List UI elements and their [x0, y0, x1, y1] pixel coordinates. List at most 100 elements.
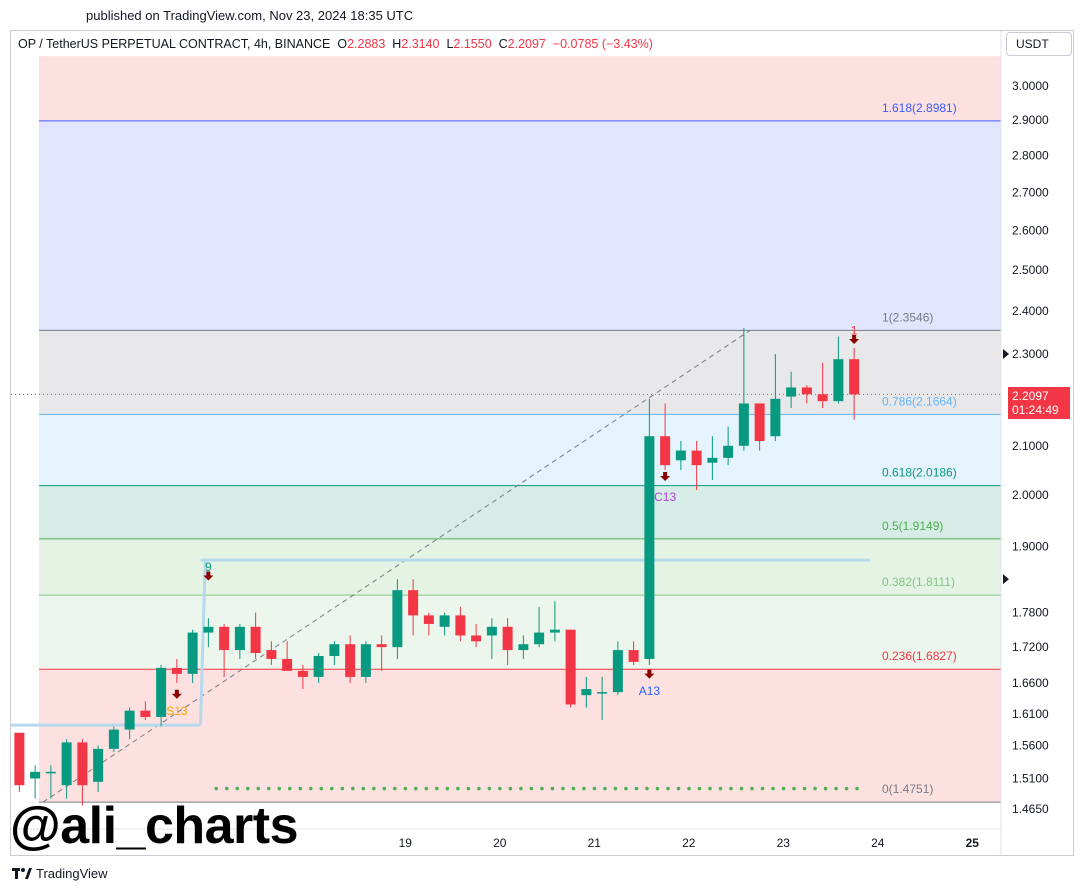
- candle-body-52[interactable]: [833, 359, 844, 402]
- legend-change: −0.0785 (−3.43%): [552, 37, 653, 51]
- candle-body-44[interactable]: [707, 457, 718, 463]
- candle-body-23[interactable]: [376, 644, 387, 648]
- symbol-legend: OP / TetherUS PERPETUAL CONTRACT, 4h, BI…: [18, 37, 653, 51]
- candle-body-45[interactable]: [723, 445, 734, 458]
- candle-body-34[interactable]: [549, 629, 560, 633]
- candle-body-31[interactable]: [502, 626, 513, 651]
- signal-dot: [214, 786, 219, 791]
- signal-dot: [235, 786, 240, 791]
- candle-body-50[interactable]: [801, 387, 812, 395]
- candle-body-16[interactable]: [266, 650, 277, 659]
- signal-dot: [855, 786, 859, 791]
- candle-body-25[interactable]: [408, 590, 419, 616]
- candle-body-21[interactable]: [345, 644, 356, 677]
- signal-dot: [456, 786, 460, 791]
- signal-dot: [372, 786, 376, 791]
- candle-body-42[interactable]: [675, 450, 686, 461]
- candle-body-39[interactable]: [628, 650, 639, 662]
- fib-label-0.382: 0.382(1.8111): [882, 575, 955, 589]
- signal-dot: [550, 786, 555, 791]
- fib-zone-4: [39, 485, 1001, 539]
- candle-body-43[interactable]: [691, 450, 702, 466]
- candle-body-22[interactable]: [360, 644, 371, 677]
- candle-body-27[interactable]: [439, 615, 450, 627]
- currency-button[interactable]: USDT: [1006, 32, 1072, 56]
- candle-body-30[interactable]: [486, 626, 497, 636]
- candle-body-19[interactable]: [313, 655, 324, 677]
- signal-dot: [729, 786, 733, 791]
- candle-body-36[interactable]: [581, 689, 592, 696]
- candle-body-33[interactable]: [534, 632, 545, 645]
- fib-zone-5: [39, 538, 1001, 596]
- candle-body-51[interactable]: [817, 394, 828, 402]
- candle-body-0[interactable]: [14, 732, 25, 786]
- candle-body-12[interactable]: [203, 626, 214, 633]
- published-caption: published on TradingView.com, Nov 23, 20…: [86, 8, 414, 23]
- trend-line: [42, 329, 751, 803]
- legend-close-label: C: [498, 37, 508, 51]
- current-price-value: 2.2097: [1012, 389, 1049, 403]
- candle-body-20[interactable]: [329, 644, 340, 656]
- candle-body-14[interactable]: [234, 626, 245, 651]
- signal-dot: [624, 786, 628, 791]
- candle-body-3[interactable]: [61, 742, 72, 786]
- candle-body-6[interactable]: [108, 729, 119, 749]
- candle-body-37[interactable]: [597, 692, 608, 694]
- legend-open-label: O: [337, 37, 348, 51]
- down-arrow-icon-2: [660, 471, 671, 481]
- candle-body-35[interactable]: [565, 629, 576, 705]
- candle-body-7[interactable]: [124, 710, 135, 730]
- signal-dot: [224, 786, 229, 791]
- fib-zone-7: [39, 669, 1001, 803]
- candle-body-53[interactable]: [849, 359, 860, 395]
- candle-body-28[interactable]: [455, 615, 466, 636]
- fib-label-0.5: 0.5(1.9149): [882, 519, 943, 533]
- down-arrow-icon-3: [644, 669, 655, 679]
- candle-body-15[interactable]: [250, 626, 261, 654]
- fib-label-1.618: 1.618(2.8981): [882, 101, 957, 115]
- candle-body-5[interactable]: [93, 748, 104, 782]
- legend-high-value: 2.3140: [401, 37, 440, 51]
- tradingview-footer[interactable]: TradingView: [12, 866, 108, 881]
- candle-body-26[interactable]: [423, 615, 434, 624]
- candle-body-17[interactable]: [282, 658, 293, 671]
- candle-body-47[interactable]: [754, 403, 765, 441]
- y-tick-1.6600: 1.6600: [1012, 676, 1049, 690]
- candle-body-2[interactable]: [45, 771, 56, 774]
- signal-dot: [676, 786, 681, 791]
- candle-body-29[interactable]: [471, 635, 482, 642]
- candle-body-8[interactable]: [140, 710, 151, 717]
- signal-dot: [287, 786, 292, 791]
- signal-dot: [361, 786, 366, 791]
- price-marker-icon: [1003, 349, 1009, 360]
- candle-body-40[interactable]: [644, 436, 655, 659]
- footer-brand: TradingView: [36, 866, 108, 881]
- candle-body-41[interactable]: [660, 436, 671, 466]
- candle-body-46[interactable]: [738, 403, 749, 446]
- y-tick-2.7000: 2.7000: [1012, 185, 1049, 199]
- signal-dot: [393, 786, 397, 791]
- candle-body-9[interactable]: [156, 667, 167, 717]
- candle-body-48[interactable]: [770, 398, 781, 437]
- candle-body-13[interactable]: [219, 626, 230, 651]
- x-tick-19: 19: [399, 836, 413, 850]
- y-tick-2.0000: 2.0000: [1012, 488, 1049, 502]
- candle-body-18[interactable]: [297, 670, 308, 677]
- signal-dot: [519, 786, 523, 791]
- candle-body-11[interactable]: [187, 632, 198, 674]
- candle-body-1[interactable]: [30, 771, 41, 779]
- legend-open-value: 2.2883: [347, 37, 386, 51]
- signal-dot: [645, 786, 649, 791]
- signal-dot: [340, 786, 345, 791]
- fib-zone-3: [39, 414, 1001, 486]
- y-tick-1.7800: 1.7800: [1012, 606, 1049, 620]
- signal-dot: [466, 786, 471, 791]
- candle-body-10[interactable]: [171, 667, 182, 674]
- candle-body-24[interactable]: [392, 590, 403, 648]
- candle-body-32[interactable]: [518, 644, 529, 651]
- candle-body-49[interactable]: [786, 387, 797, 397]
- candle-body-4[interactable]: [77, 742, 88, 786]
- candle-body-38[interactable]: [612, 650, 623, 693]
- signal-dot: [634, 786, 639, 791]
